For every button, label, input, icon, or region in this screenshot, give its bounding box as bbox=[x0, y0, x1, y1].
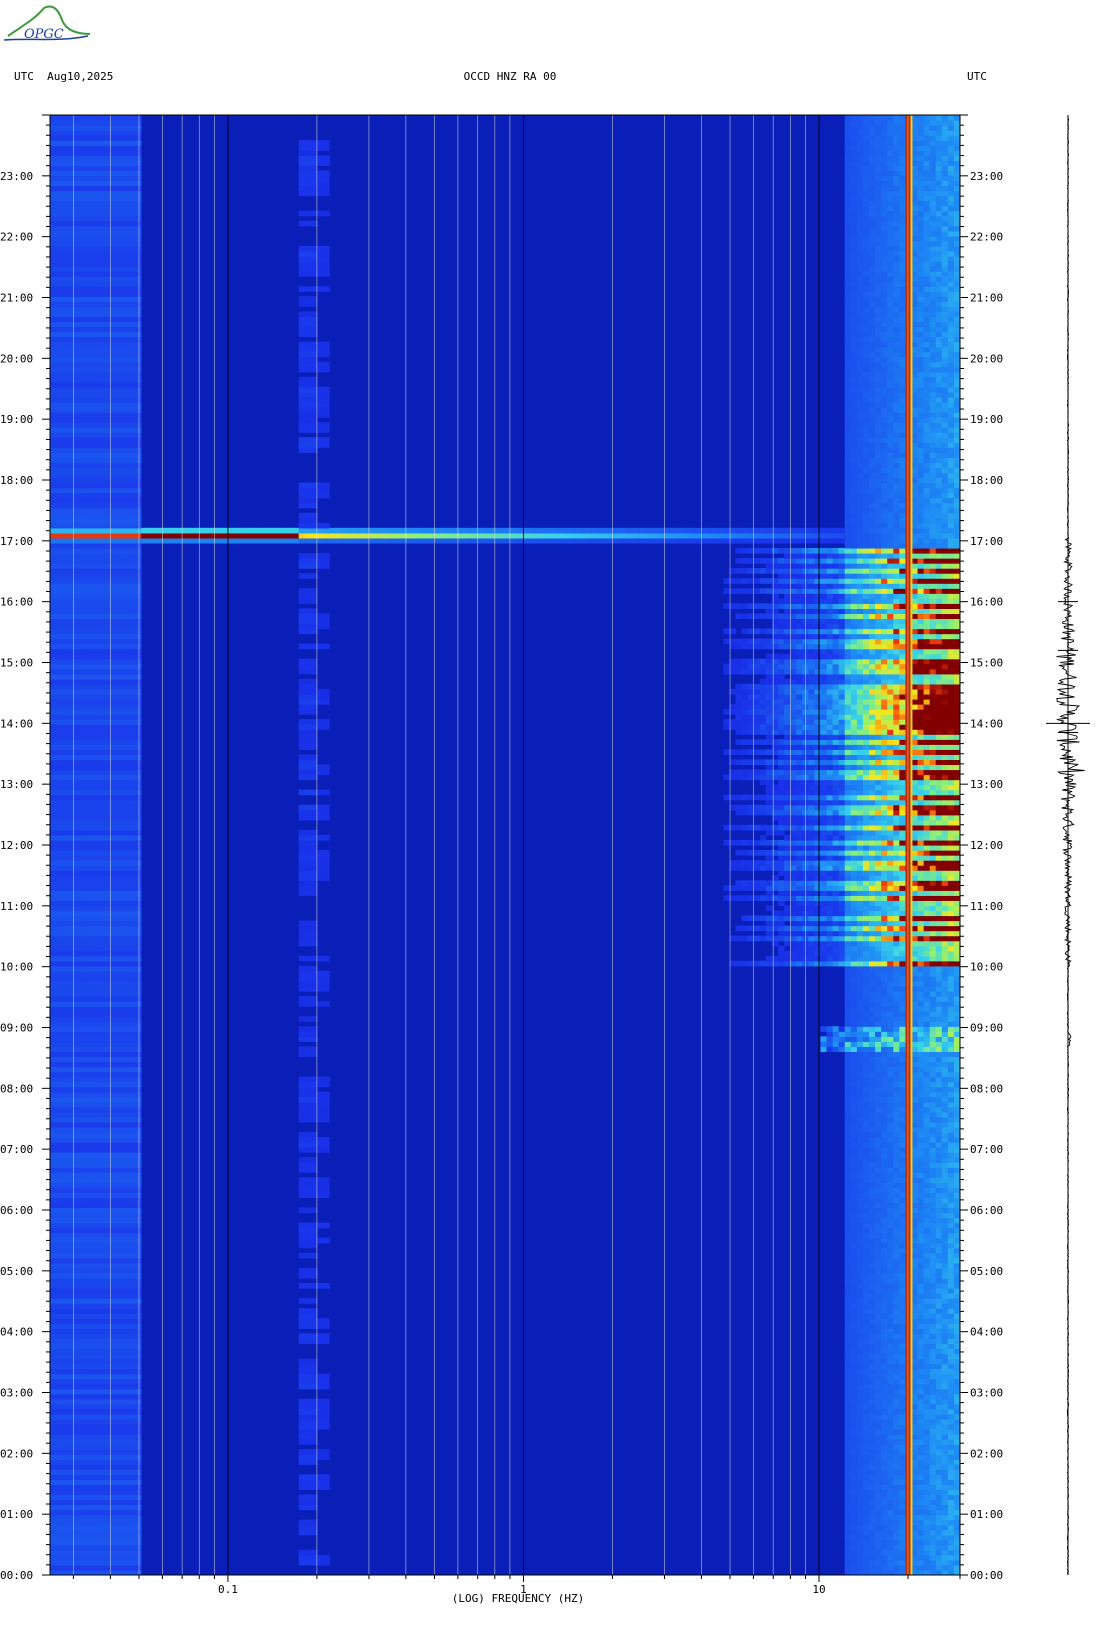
spectrogram-heatmap bbox=[50, 115, 960, 1575]
x-axis-title: (LOG) FREQUENCY (HZ) bbox=[452, 1592, 584, 1605]
y-tick-label-left: 18:00 bbox=[0, 474, 33, 487]
y-tick-label-right: 00:00 bbox=[970, 1569, 1003, 1582]
y-tick-label-right: 19:00 bbox=[970, 413, 1003, 426]
y-tick-label-left: 17:00 bbox=[0, 535, 33, 548]
logo-swoosh-icon bbox=[3, 35, 89, 41]
header-date: UTC Aug10,2025 bbox=[14, 70, 114, 83]
header-utc-right: UTC bbox=[967, 70, 987, 83]
y-tick-label-left: 00:00 bbox=[0, 1569, 33, 1582]
y-tick-label-left: 23:00 bbox=[0, 170, 33, 183]
y-tick-label-left: 15:00 bbox=[0, 657, 33, 670]
y-tick-label-right: 21:00 bbox=[970, 292, 1003, 305]
opgc-logo: OPGC bbox=[3, 5, 91, 42]
y-tick-label-right: 16:00 bbox=[970, 596, 1003, 609]
y-axis-right: 00:00 01:00 02:00 03:00 04:00 05:00 06:00 07:00… bbox=[960, 114, 1003, 1582]
y-tick-label-left: 06:00 bbox=[0, 1204, 33, 1217]
y-tick-label-right: 11:00 bbox=[970, 900, 1003, 913]
y-tick-label-right: 14:00 bbox=[970, 717, 1003, 730]
y-tick-label-right: 09:00 bbox=[970, 1022, 1003, 1035]
x-tick-label: 1 bbox=[520, 1583, 527, 1596]
y-tick-label-right: 18:00 bbox=[970, 474, 1003, 487]
y-tick-label-right: 10:00 bbox=[970, 961, 1003, 974]
logo-volcano-icon bbox=[7, 5, 91, 37]
y-tick-label-right: 22:00 bbox=[970, 231, 1003, 244]
chart-title: OCCD HNZ RA 00 bbox=[463, 70, 557, 83]
y-tick-label-right: 06:00 bbox=[970, 1204, 1003, 1217]
y-tick-label-left: 14:00 bbox=[0, 717, 33, 730]
y-tick-label-right: 17:00 bbox=[970, 535, 1003, 548]
y-tick-label-right: 20:00 bbox=[970, 352, 1003, 365]
y-tick-label-left: 03:00 bbox=[0, 1387, 33, 1400]
y-axis-left: 00:00 01:00 02:00 03:00 04:00 05:00 06:00 07:00… bbox=[0, 114, 50, 1582]
y-tick-label-left: 16:00 bbox=[0, 596, 33, 609]
y-tick-label-left: 05:00 bbox=[0, 1265, 33, 1278]
y-tick-label-left: 20:00 bbox=[0, 352, 33, 365]
y-tick-label-left: 10:00 bbox=[0, 961, 33, 974]
y-tick-label-right: 02:00 bbox=[970, 1447, 1003, 1460]
y-tick-label-right: 05:00 bbox=[970, 1265, 1003, 1278]
y-tick-label-right: 03:00 bbox=[970, 1387, 1003, 1400]
y-tick-label-left: 09:00 bbox=[0, 1022, 33, 1035]
x-tick-label: 0.1 bbox=[218, 1583, 238, 1596]
y-tick-label-right: 12:00 bbox=[970, 839, 1003, 852]
y-tick-label-left: 02:00 bbox=[0, 1447, 33, 1460]
y-tick-label-left: 12:00 bbox=[0, 839, 33, 852]
y-tick-label-left: 11:00 bbox=[0, 900, 33, 913]
y-tick-label-left: 22:00 bbox=[0, 231, 33, 244]
y-tick-label-left: 08:00 bbox=[0, 1082, 33, 1095]
trace-waveform bbox=[1056, 114, 1085, 1575]
y-tick-label-left: 13:00 bbox=[0, 778, 33, 791]
y-tick-label-left: 04:00 bbox=[0, 1326, 33, 1339]
y-tick-label-right: 04:00 bbox=[970, 1326, 1003, 1339]
x-tick-label: 10 bbox=[812, 1583, 825, 1596]
frequency-grid bbox=[73, 115, 961, 1575]
seismic-trace bbox=[1046, 114, 1090, 1575]
y-tick-label-right: 08:00 bbox=[970, 1082, 1003, 1095]
logo-text: OPGC bbox=[24, 27, 64, 42]
y-tick-label-right: 23:00 bbox=[970, 170, 1003, 183]
y-tick-label-right: 13:00 bbox=[970, 778, 1003, 791]
y-tick-label-left: 01:00 bbox=[0, 1508, 33, 1521]
y-tick-label-right: 01:00 bbox=[970, 1508, 1003, 1521]
y-tick-label-left: 21:00 bbox=[0, 292, 33, 305]
x-axis: 0.1 1 10 bbox=[72, 1575, 961, 1596]
y-tick-label-left: 07:00 bbox=[0, 1143, 33, 1156]
y-tick-label-right: 15:00 bbox=[970, 657, 1003, 670]
y-tick-label-right: 07:00 bbox=[970, 1143, 1003, 1156]
y-tick-label-left: 19:00 bbox=[0, 413, 33, 426]
